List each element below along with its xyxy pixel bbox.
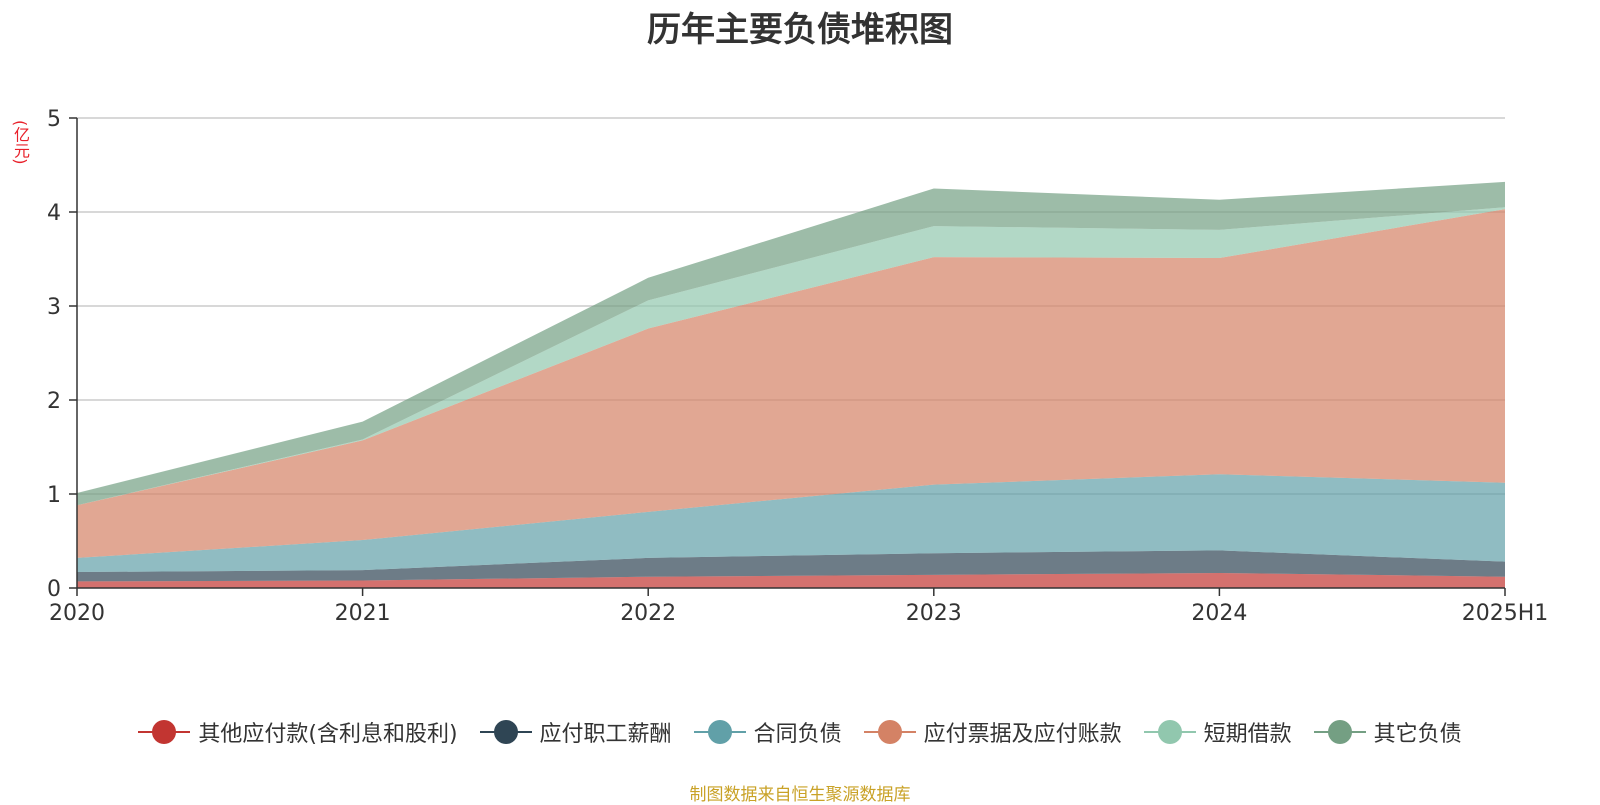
legend-item-1[interactable]: 应付职工薪酬 xyxy=(479,716,672,748)
legend-label-1: 应付职工薪酬 xyxy=(539,722,672,747)
y-tick-label-2: 2 xyxy=(47,389,61,414)
x-tick-label-3: 2023 xyxy=(906,601,962,626)
legend: 其他应付款(含利息和股利) 应付职工薪酬 合同负债 应付票据及应付账款 短期借款 其它负债 xyxy=(0,716,1600,748)
legend-marker-1 xyxy=(479,720,532,744)
area-series-3 xyxy=(77,209,1505,558)
x-tick-label-5: 2025H1 xyxy=(1462,601,1549,626)
x-tick-label-1: 2021 xyxy=(335,601,391,626)
area-series-0 xyxy=(77,572,1505,588)
legend-marker-2 xyxy=(693,720,746,744)
legend-label-2: 合同负债 xyxy=(753,722,842,747)
area-series-2 xyxy=(77,474,1505,573)
y-tick-label-3: 3 xyxy=(47,295,61,320)
y-tick-label-1: 1 xyxy=(47,483,61,508)
legend-marker-3 xyxy=(863,720,916,744)
area-series-1 xyxy=(77,550,1505,582)
legend-label-4: 短期借款 xyxy=(1203,722,1292,747)
legend-label-0: 其他应付款(含利息和股利) xyxy=(198,722,458,747)
legend-marker-5 xyxy=(1313,720,1366,744)
legend-label-3: 应付票据及应付账款 xyxy=(923,722,1122,747)
y-tick-label-5: 5 xyxy=(47,107,61,132)
legend-item-5[interactable]: 其它负债 xyxy=(1313,716,1462,748)
legend-marker-4 xyxy=(1143,720,1196,744)
y-axis-unit-label: (亿元) xyxy=(11,120,30,165)
legend-item-0[interactable]: 其他应付款(含利息和股利) xyxy=(138,716,458,748)
y-tick-label-0: 0 xyxy=(47,577,61,602)
legend-item-2[interactable]: 合同负债 xyxy=(693,716,842,748)
legend-marker-0 xyxy=(138,720,191,744)
x-tick-label-2: 2022 xyxy=(620,601,676,626)
legend-label-5: 其它负债 xyxy=(1373,722,1462,747)
area-series-4 xyxy=(77,207,1505,506)
x-tick-label-0: 2020 xyxy=(49,601,105,626)
area-series-5 xyxy=(77,181,1505,506)
data-source-note: 制图数据来自恒生聚源数据库 xyxy=(689,785,911,805)
y-tick-label-4: 4 xyxy=(47,201,61,226)
chart-title: 历年主要负债堆积图 xyxy=(647,10,953,50)
stacked-area-chart: 0 1 2 3 4 5 2020 2021 2022 2023 2024 2025H1 xyxy=(47,107,1549,626)
legend-item-4[interactable]: 短期借款 xyxy=(1143,716,1292,748)
x-tick-label-4: 2024 xyxy=(1191,601,1247,626)
legend-item-3[interactable]: 应付票据及应付账款 xyxy=(863,716,1122,748)
